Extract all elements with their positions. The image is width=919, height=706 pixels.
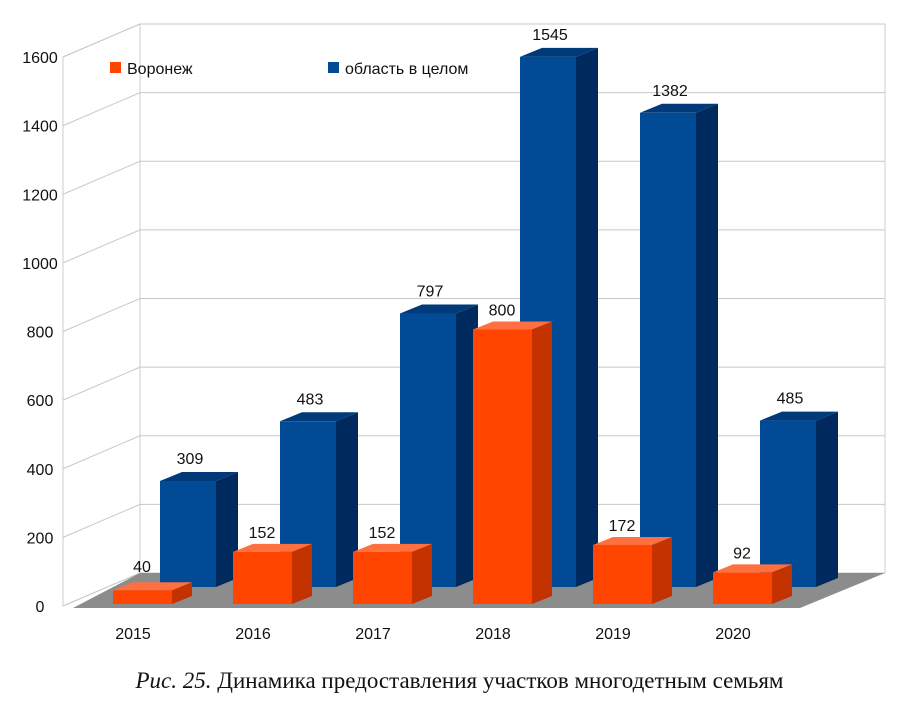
x-tick-label: 2018 [475, 626, 511, 643]
caption-prefix: Рис. 25. [135, 668, 212, 693]
bar-voronezh-side [172, 582, 192, 604]
y-tick-label: 1200 [22, 187, 58, 204]
bar-oblast [160, 480, 216, 587]
y-tick-label: 200 [27, 530, 54, 547]
bar-voronezh [233, 551, 292, 604]
bar-voronezh [593, 544, 652, 604]
bar-oblast-top [760, 411, 838, 421]
data-label-voronezh: 172 [609, 518, 636, 535]
bar-oblast-top [160, 471, 238, 481]
data-label-oblast: 797 [417, 284, 444, 301]
x-tick-label: 2015 [115, 626, 151, 643]
y-tick-label: 1400 [22, 119, 58, 136]
gridline [62, 160, 141, 195]
bar-voronezh-top [113, 582, 192, 591]
bar-voronezh [473, 329, 532, 604]
bar-oblast [640, 112, 696, 588]
gridline [62, 503, 141, 538]
gridline [62, 92, 141, 127]
gridline [62, 366, 141, 401]
y-tick-label: 0 [36, 599, 45, 616]
bar-voronezh-top [353, 543, 432, 552]
bar-oblast-side [336, 412, 358, 587]
bar-chart-3d: 0 200 400 600 800 1000 1200 1400 1600 309 483 797 15… [22, 23, 886, 643]
bar-voronezh-side [532, 321, 552, 604]
y-tick-label: 400 [27, 462, 54, 479]
y-tick-label: 1600 [22, 50, 58, 67]
bar-voronezh [713, 572, 772, 604]
gridline [62, 572, 141, 607]
bar-voronezh-top [593, 536, 672, 545]
bar-voronezh-side [652, 536, 672, 604]
data-label-oblast: 1545 [532, 27, 568, 44]
data-label-voronezh: 800 [489, 303, 516, 320]
data-label-oblast: 1382 [652, 83, 688, 100]
y-tick-label: 600 [27, 393, 54, 410]
data-label-voronezh: 152 [249, 525, 276, 542]
bar-voronezh-top [233, 543, 312, 552]
data-label-voronezh: 92 [733, 545, 751, 562]
bar-oblast-side [696, 103, 718, 588]
gridline [62, 229, 141, 264]
bar-oblast-side [456, 304, 478, 587]
gridline [62, 435, 141, 470]
bar-voronezh-side [412, 543, 432, 604]
data-label-oblast: 309 [177, 451, 204, 468]
data-label-voronezh: 40 [133, 559, 151, 576]
x-tick-label: 2016 [235, 626, 271, 643]
y-tick-label: 1000 [22, 256, 58, 273]
bar-voronezh-side [292, 543, 312, 604]
data-label-voronezh: 152 [369, 525, 396, 542]
bar-voronezh [353, 551, 412, 604]
bar-oblast-side [816, 411, 838, 587]
bar-oblast-top [400, 304, 478, 314]
caption-text: Динамика предоставления участков многоде… [211, 668, 784, 693]
legend-label: область в целом [345, 61, 468, 78]
bar-voronezh-top [473, 321, 552, 330]
legend-swatch [328, 62, 339, 73]
bar-voronezh [113, 590, 172, 604]
data-label-oblast: 485 [777, 391, 804, 408]
bar-oblast-top [280, 412, 358, 422]
figure-caption: Рис. 25. Динамика предоставления участко… [0, 668, 919, 694]
bar-oblast-side [216, 471, 238, 587]
data-label-oblast: 483 [297, 391, 324, 408]
legend-label: Воронеж [127, 61, 193, 78]
bar-oblast-top [640, 103, 718, 113]
bar-oblast-side [576, 47, 598, 587]
x-tick-label: 2020 [715, 626, 751, 643]
bar-oblast [760, 420, 816, 587]
y-tick-label: 800 [27, 325, 54, 342]
gridline [62, 298, 141, 332]
legend-swatch [110, 62, 121, 73]
bar-oblast [400, 313, 456, 587]
bar-voronezh-top [713, 564, 792, 573]
gridline [62, 23, 141, 58]
bar-oblast-top [520, 47, 598, 57]
bar-voronezh-side [772, 564, 792, 604]
x-tick-label: 2019 [595, 626, 631, 643]
x-tick-label: 2017 [355, 626, 391, 643]
